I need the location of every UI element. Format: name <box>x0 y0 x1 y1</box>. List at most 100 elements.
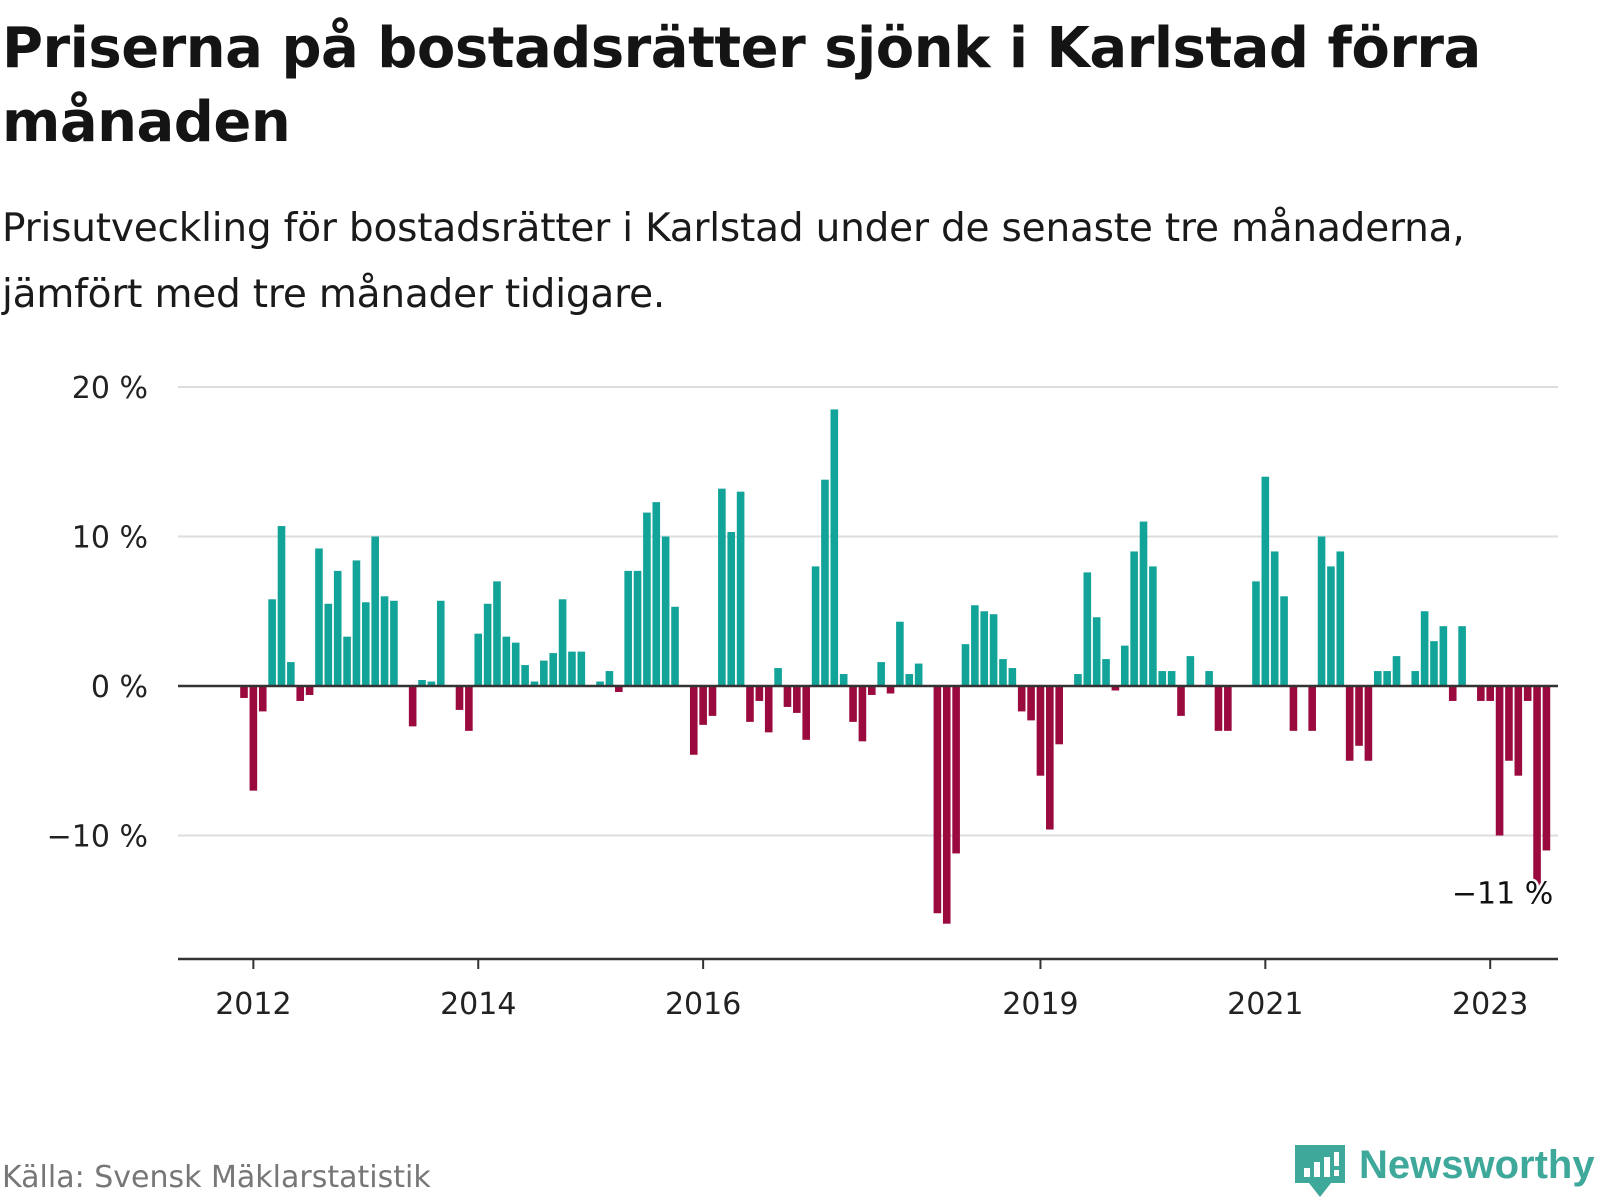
bar <box>1327 566 1335 686</box>
bar <box>1477 686 1485 701</box>
bar <box>1336 551 1345 686</box>
bar <box>830 409 839 686</box>
bar <box>258 686 267 712</box>
bar <box>305 686 314 695</box>
bar <box>1523 686 1532 701</box>
bar <box>736 491 745 686</box>
bar <box>568 651 576 686</box>
bar <box>1111 686 1120 691</box>
bar <box>1373 671 1382 686</box>
bar <box>1167 671 1176 686</box>
bar <box>315 548 323 686</box>
bar <box>783 686 792 707</box>
bar <box>802 686 810 740</box>
bar <box>1458 626 1466 686</box>
bar <box>277 526 286 686</box>
bar <box>624 570 632 686</box>
bar <box>933 686 942 914</box>
bar <box>699 686 707 725</box>
bar <box>1289 686 1298 731</box>
bar <box>1345 686 1354 761</box>
chart-title: Priserna på bostadsrätter sjönk i Karlst… <box>2 16 1481 155</box>
chart-subtitle: Prisutveckling för bostadsrätter i Karls… <box>2 206 1465 317</box>
bar <box>352 560 361 686</box>
y-tick-label: 10 % <box>72 521 148 556</box>
bar <box>896 621 904 686</box>
bar <box>708 686 717 716</box>
bars <box>240 409 1551 924</box>
bar <box>296 686 305 701</box>
bar <box>1420 611 1429 686</box>
bar <box>530 681 539 686</box>
y-axis-tick-labels: 20 % 10 % 0 % −10 % <box>47 371 148 855</box>
bar <box>1224 686 1232 731</box>
bar <box>605 671 614 686</box>
newsworthy-logo-icon <box>1295 1145 1345 1197</box>
bar <box>324 603 333 686</box>
bar <box>436 600 445 686</box>
bar <box>249 686 258 791</box>
bar <box>1036 686 1045 776</box>
bar <box>1055 686 1063 745</box>
bar <box>1205 671 1213 686</box>
bar <box>493 581 501 686</box>
bar <box>633 570 642 686</box>
newsworthy-logo[interactable]: Newsworthy <box>1291 1141 1597 1199</box>
bar <box>942 686 951 924</box>
x-axis-ticks: 2012 2014 2016 2019 2021 2023 <box>215 959 1528 1022</box>
x-tick-label: 2014 <box>440 987 516 1022</box>
bar <box>287 662 295 686</box>
bar <box>1486 686 1495 701</box>
bar <box>1149 566 1157 686</box>
bar <box>1261 476 1270 686</box>
bar <box>455 686 464 710</box>
bar <box>1533 686 1541 896</box>
x-tick-label: 2012 <box>215 987 291 1022</box>
bar <box>596 681 604 686</box>
bar <box>914 663 923 686</box>
bar <box>418 680 426 686</box>
bar <box>240 686 248 698</box>
bar <box>1186 656 1195 686</box>
bar <box>540 660 548 686</box>
bar <box>755 686 764 701</box>
bar <box>718 488 726 686</box>
bar <box>1027 686 1035 721</box>
bar <box>1308 686 1316 731</box>
bar <box>1430 641 1438 686</box>
bar <box>511 642 520 686</box>
y-tick-label: −10 % <box>47 820 148 855</box>
bar <box>1514 686 1523 776</box>
bar <box>989 614 998 686</box>
bar <box>811 566 820 686</box>
bar <box>577 651 586 686</box>
bar <box>1411 671 1420 686</box>
bar <box>1158 671 1167 686</box>
bar <box>980 611 989 686</box>
bar <box>971 605 979 686</box>
value-annotation: −11 % <box>1452 876 1553 911</box>
bar <box>483 603 492 686</box>
bar <box>886 686 895 694</box>
bar <box>1448 686 1457 701</box>
bar <box>671 606 679 686</box>
bar <box>643 512 651 686</box>
bar <box>343 636 351 686</box>
bar <box>1495 686 1504 836</box>
bar <box>390 600 398 686</box>
source-note: Källa: Svensk Mäklarstatistik <box>2 1160 431 1195</box>
bar <box>1017 686 1026 712</box>
x-tick-label: 2016 <box>665 987 741 1022</box>
bar <box>1177 686 1185 716</box>
bar <box>1270 551 1279 686</box>
bar <box>1505 686 1513 761</box>
bar <box>1364 686 1373 761</box>
bar <box>558 599 567 686</box>
bar <box>1317 536 1326 686</box>
gridlines <box>178 386 1558 837</box>
bar <box>1383 671 1391 686</box>
bar <box>1355 686 1363 746</box>
bar <box>427 681 436 686</box>
x-tick-label: 2019 <box>1002 987 1078 1022</box>
